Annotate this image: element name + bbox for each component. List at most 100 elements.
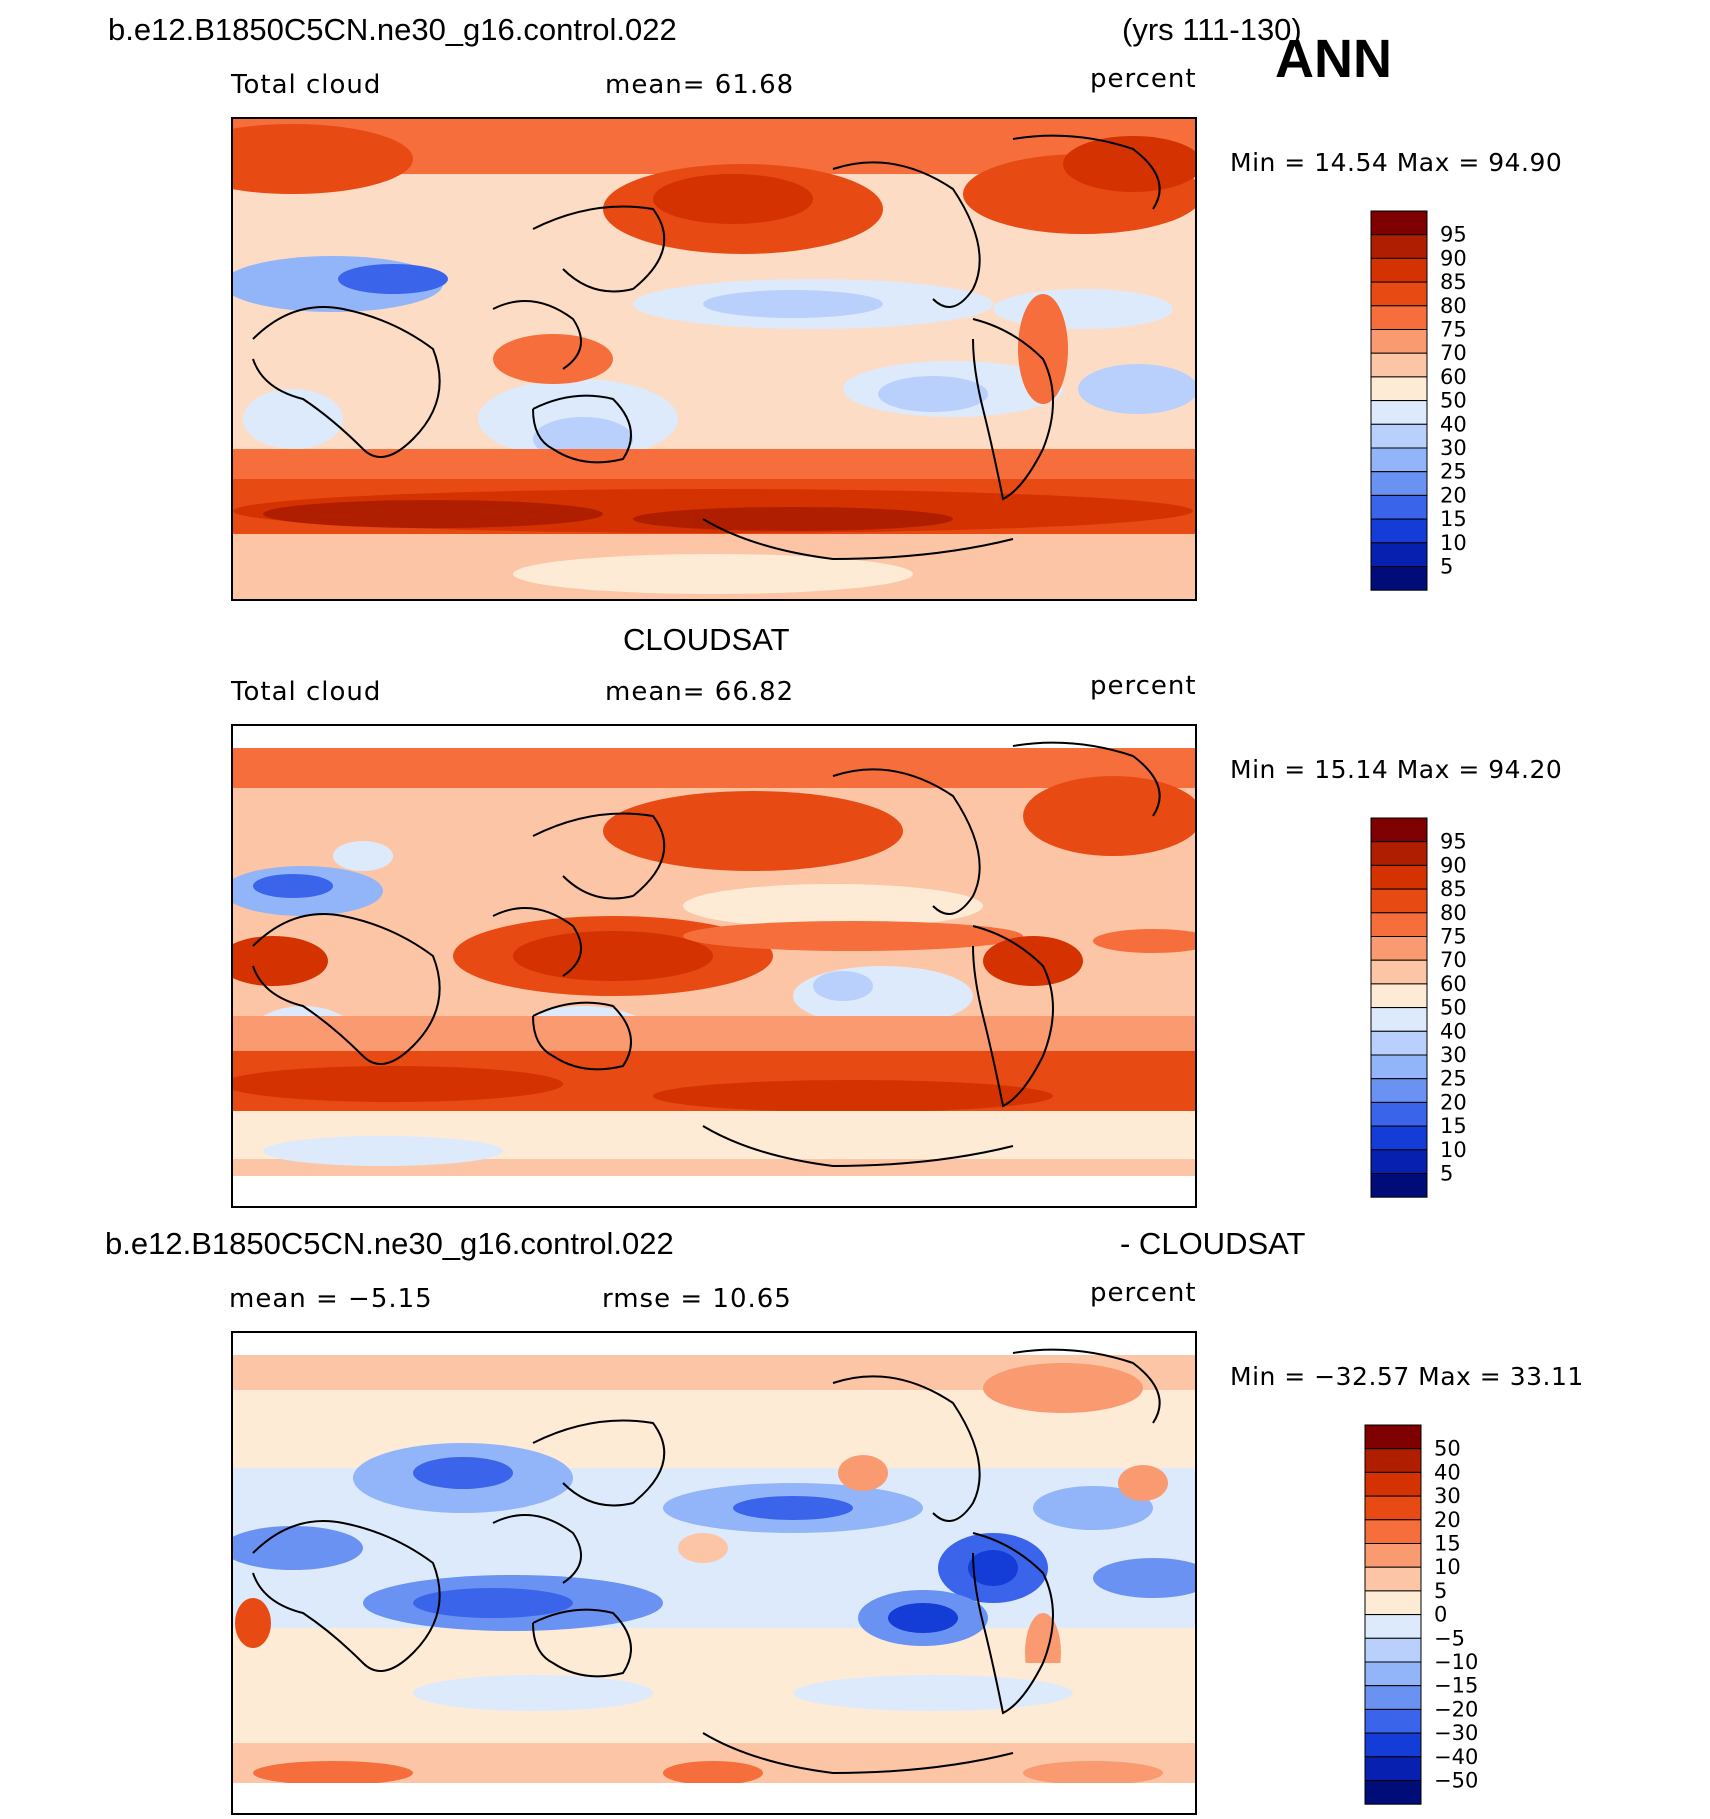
colorbar-swatch: [1370, 1007, 1428, 1032]
colorbar-swatch: [1370, 423, 1428, 449]
colorbar-label: 95: [1440, 223, 1467, 247]
colorbar-label: 40: [1434, 1460, 1461, 1484]
colorbar-swatch: [1364, 1566, 1422, 1592]
colorbar-label: 10: [1440, 531, 1467, 555]
colorbar-label: 30: [1434, 1484, 1461, 1508]
colorbar-label: −40: [1434, 1745, 1478, 1769]
case-title: b.e12.B1850C5CN.ne30_g16.control.022: [108, 12, 677, 47]
colorbar-label: 80: [1440, 294, 1467, 318]
colorbar-swatch: [1370, 1101, 1428, 1127]
colorbar-label: 50: [1434, 1437, 1461, 1461]
colorbar-swatch: [1370, 352, 1428, 378]
colorbar-swatch: [1364, 1780, 1422, 1805]
colorbar-swatch: [1370, 257, 1428, 283]
years-label: (yrs 111-130): [1122, 12, 1302, 47]
panel3-mean: mean = −5.15: [229, 1284, 433, 1314]
colorbar-label: 25: [1440, 1067, 1467, 1091]
colorbar-swatch: [1370, 1078, 1428, 1103]
colorbar-swatch: [1370, 376, 1428, 402]
colorbar-label: 75: [1440, 925, 1467, 949]
colorbar-swatch: [1364, 1637, 1422, 1663]
colorbar-label: 80: [1440, 901, 1467, 925]
colorbar-swatch: [1364, 1661, 1422, 1687]
colorbar-swatch: [1370, 888, 1428, 914]
colorbar-swatch: [1364, 1685, 1422, 1710]
panel1-variable: Total cloud: [231, 70, 382, 100]
colorbar-label: 60: [1440, 365, 1467, 389]
colorbar-label: −50: [1434, 1769, 1478, 1793]
colorbar-swatch: [1364, 1471, 1422, 1497]
colorbar-swatch: [1364, 1756, 1422, 1781]
colorbar-swatch: [1370, 959, 1428, 985]
colorbar-swatch: [1370, 518, 1428, 544]
colorbar-label: 10: [1434, 1555, 1461, 1579]
panel2-mean: mean= 66.82: [605, 677, 795, 707]
colorbar-swatch: [1370, 400, 1428, 425]
colorbar-swatch: [1370, 234, 1428, 259]
colorbar-label: 85: [1440, 877, 1467, 901]
colorbar-swatch: [1370, 305, 1428, 331]
colorbar-label: 20: [1440, 1090, 1467, 1114]
colorbar-label: 30: [1440, 436, 1467, 460]
panel2-title: CLOUDSAT: [623, 622, 790, 657]
panel3-minmax: Min = −32.57 Max = 33.11: [1230, 1362, 1584, 1391]
panel2-colorbar: 95 90 85 80 75 70 60 50 40 30 25 20 15 10 5: [1370, 817, 1510, 1198]
panel1-units: percent: [1090, 64, 1197, 94]
colorbar-label: 90: [1440, 246, 1467, 270]
colorbar-swatch: [1370, 1030, 1428, 1056]
panel1-colorbar: 95 90 85 80 75 70 60 50 40 30 25 20 15 10 5: [1370, 210, 1510, 591]
panel3-title-right: - CLOUDSAT: [1120, 1226, 1306, 1261]
colorbar-swatch: [1370, 936, 1428, 961]
colorbar-label: −10: [1434, 1650, 1478, 1674]
colorbar-swatch: [1364, 1732, 1422, 1758]
panel1-mean: mean= 61.68: [605, 70, 795, 100]
panel3-map: [231, 1331, 1197, 1815]
colorbar-label: 20: [1434, 1508, 1461, 1532]
season-label: ANN: [1275, 29, 1392, 89]
colorbar-swatch: [1370, 566, 1428, 591]
panel3-colorbar: 50 40 30 20 15 10 5 0 −5 −10 −15 −20 −30 −40 −50: [1364, 1424, 1514, 1805]
colorbar-label: 0: [1434, 1603, 1447, 1627]
colorbar-label: 15: [1440, 507, 1467, 531]
colorbar-swatch: [1370, 1054, 1428, 1080]
colorbar-label: 5: [1440, 555, 1453, 579]
panel3-units: percent: [1090, 1278, 1197, 1308]
colorbar-swatch: [1364, 1448, 1422, 1473]
panel3-title-left: b.e12.B1850C5CN.ne30_g16.control.022: [105, 1226, 674, 1261]
colorbar-label: 5: [1434, 1579, 1447, 1603]
colorbar-swatch: [1370, 1173, 1428, 1198]
colorbar-swatch: [1364, 1543, 1422, 1568]
colorbar-swatch: [1370, 281, 1428, 307]
colorbar-label: 30: [1440, 1043, 1467, 1067]
colorbar-label: 50: [1440, 996, 1467, 1020]
colorbar-label: 75: [1440, 318, 1467, 342]
colorbar-label: 5: [1440, 1162, 1453, 1186]
colorbar-label: 90: [1440, 853, 1467, 877]
colorbar-label: 95: [1440, 830, 1467, 854]
colorbar-label: 15: [1434, 1532, 1461, 1556]
colorbar-label: 70: [1440, 341, 1467, 365]
colorbar-label: 60: [1440, 972, 1467, 996]
colorbar-swatch: [1370, 471, 1428, 496]
colorbar-swatch: [1370, 1125, 1428, 1151]
colorbar-swatch: [1370, 912, 1428, 938]
panel2-minmax: Min = 15.14 Max = 94.20: [1230, 755, 1563, 784]
colorbar-label: −30: [1434, 1721, 1478, 1745]
colorbar-label: 25: [1440, 460, 1467, 484]
colorbar-label: 85: [1440, 270, 1467, 294]
colorbar-label: −20: [1434, 1697, 1478, 1721]
colorbar-swatch: [1364, 1495, 1422, 1521]
colorbar-label: −5: [1434, 1626, 1465, 1650]
panel2-units: percent: [1090, 671, 1197, 701]
colorbar-label: 40: [1440, 1019, 1467, 1043]
colorbar-swatch: [1370, 494, 1428, 520]
colorbar-swatch: [1364, 1519, 1422, 1545]
colorbar-swatch: [1370, 542, 1428, 567]
colorbar-swatch: [1364, 1708, 1422, 1734]
colorbar-label: −15: [1434, 1674, 1478, 1698]
colorbar-swatch: [1370, 210, 1428, 236]
colorbar-swatch: [1370, 447, 1428, 473]
colorbar-swatch: [1364, 1424, 1422, 1450]
colorbar-swatch: [1364, 1614, 1422, 1639]
panel2-map: [231, 724, 1197, 1208]
